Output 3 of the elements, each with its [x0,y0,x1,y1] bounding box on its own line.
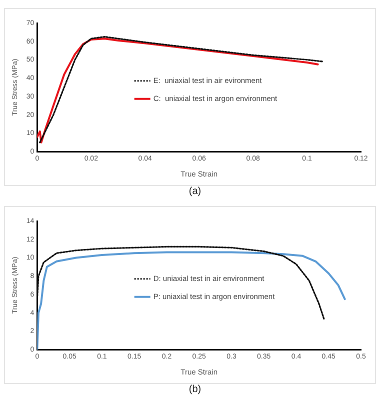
text: (b) [188,384,202,395]
text: (a) [188,186,202,197]
line-series [37,246,325,320]
